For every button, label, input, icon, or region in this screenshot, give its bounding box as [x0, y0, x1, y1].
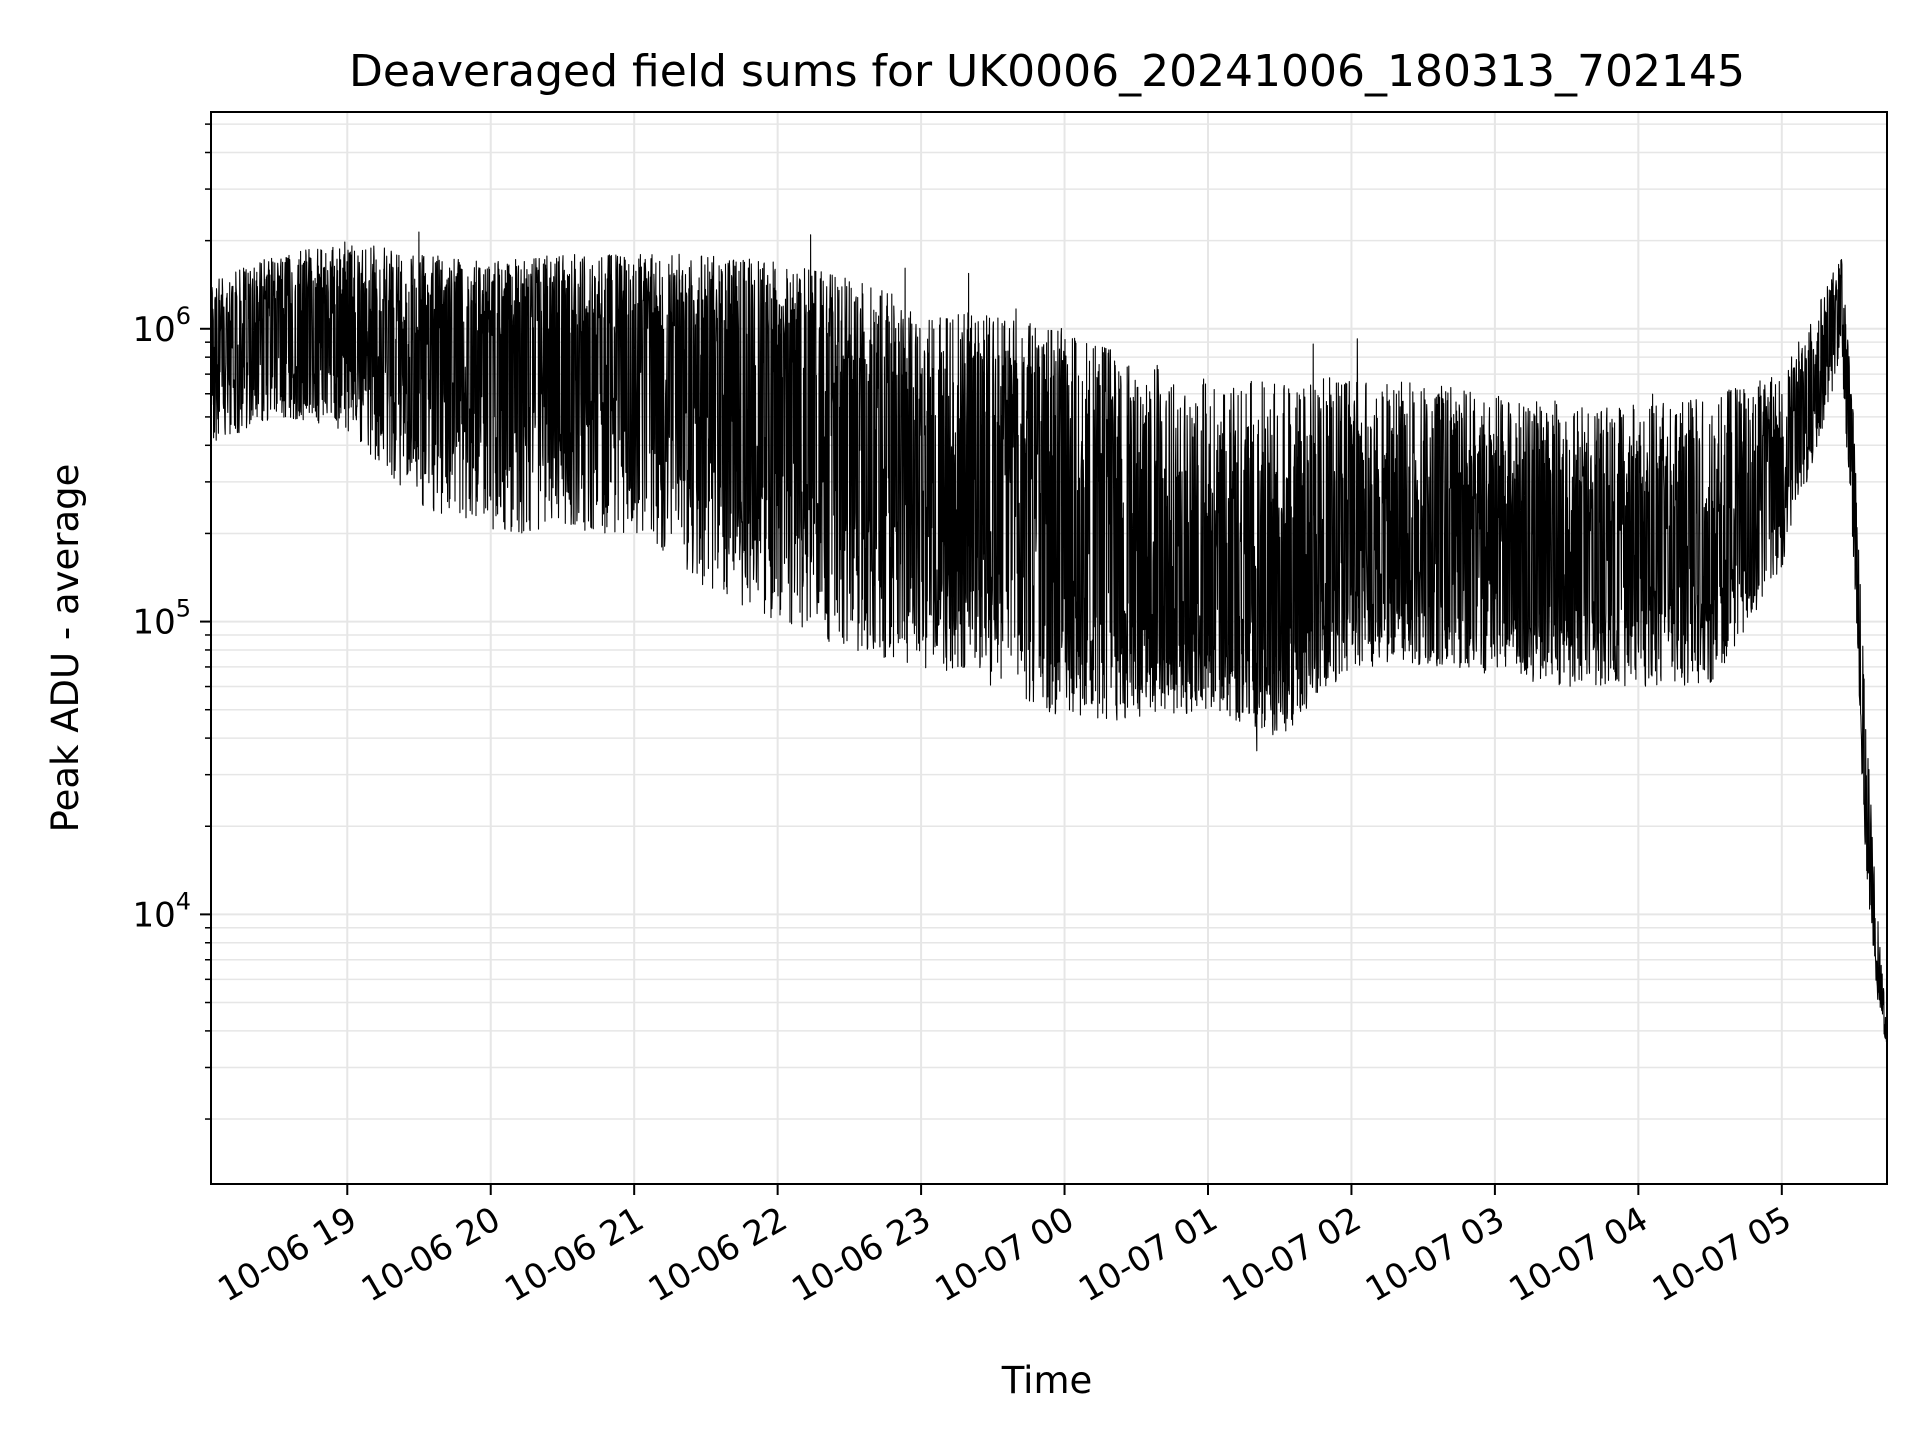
- y-axis: 104 105 106: [132, 123, 211, 1120]
- y-tick-label: 106: [132, 302, 191, 350]
- y-tick-label: 104: [132, 887, 191, 935]
- y-axis-label: Peak ADU - average: [44, 464, 87, 833]
- grid: [211, 112, 1887, 1184]
- x-axis-label: Time: [1001, 1359, 1093, 1402]
- plot-frame: [210, 111, 1888, 1185]
- chart-title: Deaveraged field sums for UK0006_2024100…: [349, 46, 1745, 97]
- series-line: [210, 231, 1888, 1043]
- series-layer: [210, 231, 1888, 1043]
- y-tick-label: 105: [132, 595, 191, 643]
